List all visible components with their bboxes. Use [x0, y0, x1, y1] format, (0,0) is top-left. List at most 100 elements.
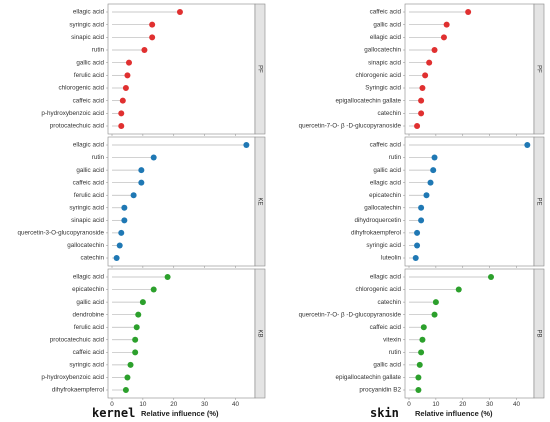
panel-kernel-pf: PF ellagic acid syringic acid sinapic acid r… — [41, 3, 266, 136]
data-point — [440, 34, 447, 41]
category-label: ellagic acid — [73, 274, 105, 281]
data-point — [455, 286, 462, 293]
category-label: ferulic acid — [74, 324, 105, 331]
category-label: gallic acid — [76, 299, 104, 306]
panel-frame-kernel-kb — [107, 268, 256, 399]
panel-strip-kernel-ke — [254, 136, 266, 267]
data-point — [150, 286, 157, 293]
data-point — [419, 336, 426, 343]
data-point — [423, 192, 430, 199]
data-point — [118, 229, 125, 236]
data-point — [124, 374, 131, 381]
panel-skin-pe: PE caffeic acid rutin gallic acid ellagic ac… — [351, 136, 545, 268]
category-label: caffeic acid — [73, 97, 105, 104]
category-label: gallocatechin — [364, 204, 401, 211]
data-point — [431, 311, 438, 318]
category-label: luteolin — [381, 255, 401, 262]
category-label: caffeic acid — [370, 324, 402, 331]
data-point — [116, 242, 123, 249]
data-point — [127, 361, 134, 368]
category-label: chlorogenic acid — [58, 85, 104, 92]
category-label: caffeic acid — [370, 142, 402, 149]
x-tick-label: 10 — [139, 401, 147, 408]
data-point — [141, 47, 148, 53]
category-label: syringic acid — [69, 204, 104, 211]
x-tick-label: 40 — [232, 401, 240, 408]
category-label: caffeic acid — [73, 349, 105, 356]
panel-strip-kernel-kb — [254, 268, 266, 399]
category-label: rutin — [92, 154, 105, 161]
category-label: chlorogenic acid — [355, 286, 401, 293]
data-point — [135, 311, 142, 318]
strip-label-kernel-pf: PF — [256, 65, 262, 73]
data-point — [432, 299, 439, 306]
data-point — [122, 85, 129, 91]
data-point — [138, 179, 145, 186]
data-point — [414, 242, 421, 249]
panel-kernel-kb: KB ellagic acid epicatechin gallic acid dend… — [41, 268, 266, 408]
data-point — [431, 154, 438, 161]
data-point — [418, 110, 425, 117]
data-point — [164, 274, 171, 280]
category-label: chlorogenic acid — [355, 72, 401, 79]
data-point — [124, 72, 131, 79]
panel-frame-kernel-pf — [107, 3, 256, 135]
category-label: sinapic acid — [71, 217, 104, 224]
x-tick-label: 20 — [459, 401, 467, 408]
data-point — [415, 374, 422, 381]
panels-layer: PF ellagic acid syringic acid sinapic acid r… — [18, 3, 545, 408]
data-point — [130, 192, 137, 199]
data-point — [420, 324, 427, 331]
data-point — [414, 229, 421, 236]
data-point — [426, 59, 433, 66]
category-label: dendrobine — [72, 311, 104, 318]
data-point — [113, 255, 120, 261]
data-point — [524, 142, 531, 148]
data-point — [412, 255, 419, 261]
panel-frame-skin-pb — [404, 268, 535, 399]
category-label: protocatechuic acid — [50, 123, 105, 130]
panel-frame-skin-pe — [404, 136, 535, 267]
category-label: sinapic acid — [368, 59, 401, 66]
category-label: p-hydroxybenzoic acid — [41, 110, 104, 117]
data-point — [243, 142, 250, 148]
category-label: vitexin — [383, 336, 401, 343]
x-tick-label: 10 — [432, 401, 440, 408]
data-point — [416, 361, 423, 368]
category-label: gallic acid — [76, 167, 104, 174]
category-label: syringic acid — [366, 242, 401, 249]
data-point — [119, 97, 126, 104]
data-point — [138, 167, 145, 174]
panel-strip-kernel-pf — [254, 3, 266, 135]
category-label: epicatechin — [369, 192, 401, 199]
data-point — [121, 204, 128, 211]
data-point — [150, 154, 157, 161]
data-point — [418, 97, 425, 104]
data-point — [133, 324, 140, 331]
category-label: caffeic acid — [73, 179, 105, 186]
category-label: catechin — [378, 299, 402, 306]
data-point — [443, 21, 450, 28]
strip-label-kernel-kb: KB — [256, 329, 262, 337]
data-point — [149, 34, 156, 41]
category-label: epigallocatechin gallate — [336, 374, 402, 381]
x-tick-label: 30 — [486, 401, 494, 408]
category-label: rutin — [389, 154, 402, 161]
strip-label-skin-pf: PF — [535, 65, 541, 73]
data-point — [418, 349, 425, 356]
panel-strip-skin-pf — [533, 3, 545, 135]
category-label: quercetin-3-O-glucopyranoside — [18, 230, 105, 237]
category-label: gallic acid — [373, 167, 401, 174]
data-point — [122, 387, 129, 393]
data-point — [419, 85, 426, 91]
data-point — [488, 274, 495, 280]
data-point — [139, 299, 146, 306]
strip-label-skin-pb: PB — [535, 329, 541, 337]
panel-strip-skin-pb — [533, 268, 545, 399]
x-tick-label: 0 — [110, 401, 114, 408]
category-label: gallic acid — [373, 362, 401, 369]
panel-strip-skin-pe — [533, 136, 545, 267]
category-label: syringic acid — [69, 362, 104, 369]
data-point — [422, 72, 429, 79]
